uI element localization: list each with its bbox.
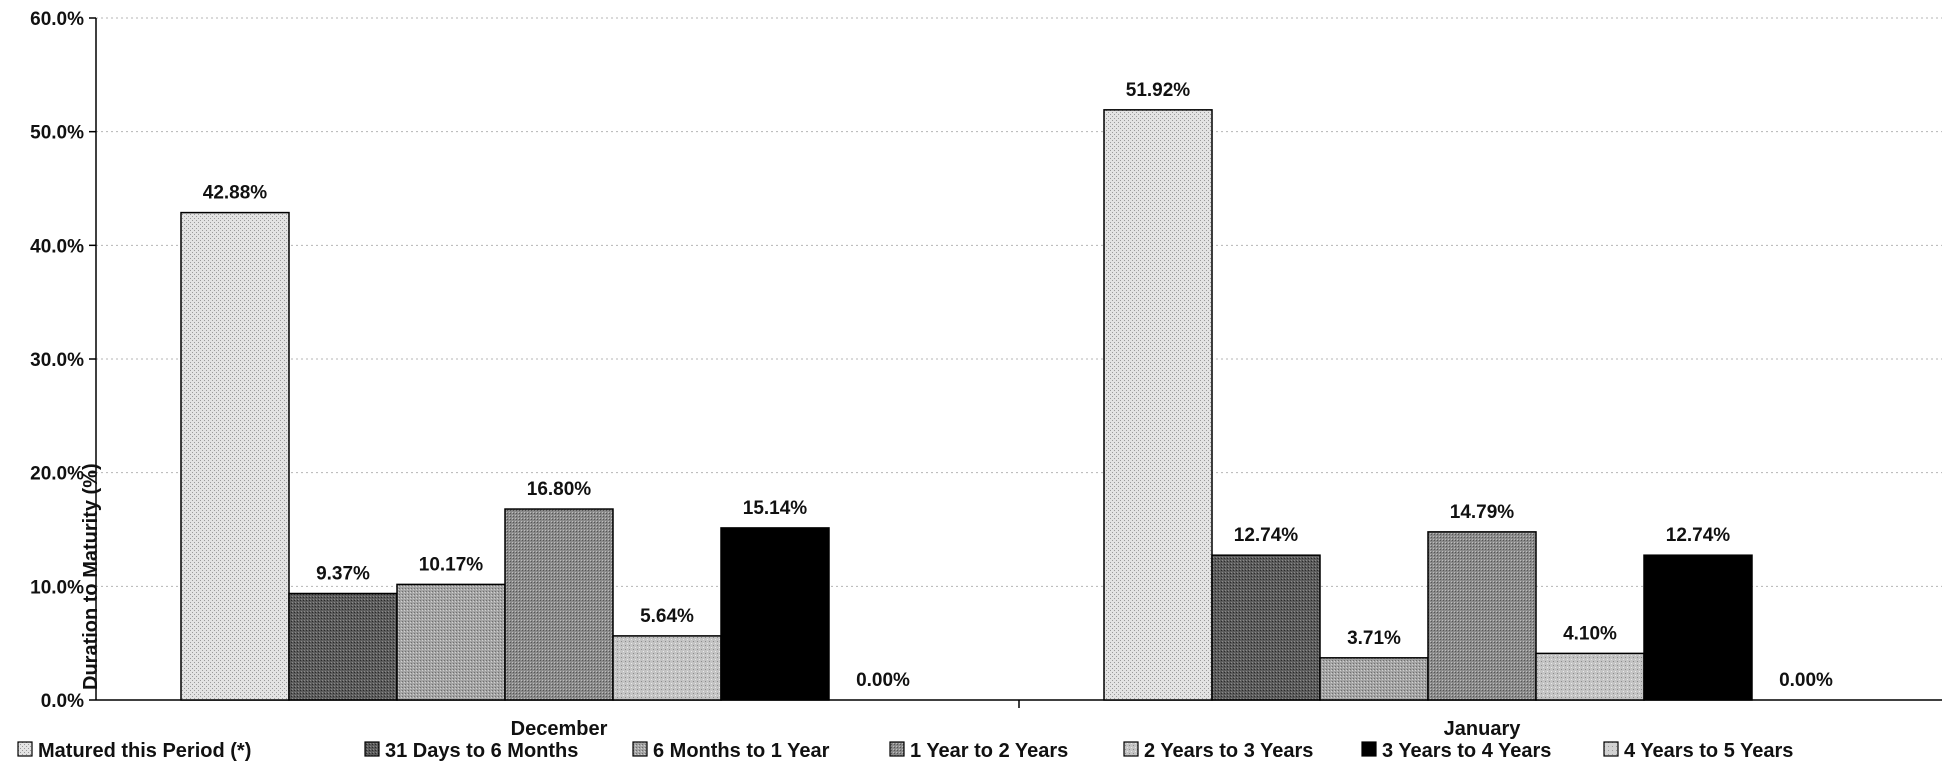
- legend-swatch: [364, 741, 380, 757]
- data-label: 0.00%: [856, 670, 910, 691]
- legend-label: 31 Days to 6 Months: [385, 740, 578, 762]
- bar: [396, 583, 506, 701]
- legend-swatch: [1123, 741, 1139, 757]
- legend-swatch: [632, 741, 648, 757]
- bars: [180, 109, 1753, 701]
- data-labels: 42.88% 9.37% 10.17% 16.80% 5.64% 15.14% 0.00% 5…: [203, 80, 1833, 691]
- legend: Matured this Period (*) 31 Days to 6 Mont…: [17, 740, 1793, 762]
- y-axis-label: Duration to Maturity (%): [80, 463, 102, 690]
- x-category-label: January: [1444, 718, 1522, 740]
- bar: [1103, 109, 1213, 701]
- data-label: 5.64%: [640, 606, 694, 627]
- data-label: 0.00%: [1779, 670, 1833, 691]
- data-label: 15.14%: [743, 498, 808, 519]
- y-tick-label: 60.0%: [30, 9, 84, 30]
- x-category-label: December: [511, 718, 608, 740]
- bar: [288, 592, 398, 701]
- bar: [180, 211, 290, 701]
- data-label: 51.92%: [1126, 80, 1191, 101]
- y-tick-label: 30.0%: [30, 350, 84, 371]
- data-label: 12.74%: [1234, 525, 1299, 546]
- data-label: 9.37%: [316, 563, 370, 584]
- legend-label: 6 Months to 1 Year: [653, 740, 830, 762]
- data-label: 12.74%: [1666, 525, 1731, 546]
- y-tick-label: 50.0%: [30, 123, 84, 144]
- bar: [720, 527, 830, 701]
- legend-swatch: [17, 741, 33, 757]
- legend-label: 3 Years to 4 Years: [1382, 740, 1551, 762]
- y-tick-label: 40.0%: [30, 236, 84, 257]
- data-label: 3.71%: [1347, 628, 1401, 649]
- bar: [1535, 652, 1645, 701]
- legend-swatch: [1603, 741, 1619, 757]
- bar: [1211, 554, 1321, 701]
- legend-swatch: [1361, 741, 1377, 757]
- legend-label: Matured this Period (*): [38, 740, 251, 762]
- data-label: 10.17%: [419, 554, 484, 575]
- legend-label: 4 Years to 5 Years: [1624, 740, 1793, 762]
- axes: 0.0% 10.0% 20.0% 30.0% 40.0% 50.0% 60.0% Decemb…: [30, 9, 1942, 740]
- data-label: 14.79%: [1450, 502, 1515, 523]
- bar: [612, 635, 722, 701]
- bar: [1427, 531, 1537, 701]
- bar: [1319, 657, 1429, 701]
- bar: [504, 508, 614, 701]
- data-label: 4.10%: [1563, 623, 1617, 644]
- legend-label: 2 Years to 3 Years: [1144, 740, 1313, 762]
- bar: [1643, 554, 1753, 701]
- y-tick-label: 10.0%: [30, 577, 84, 598]
- data-label: 16.80%: [527, 479, 592, 500]
- legend-label: 1 Year to 2 Years: [910, 740, 1068, 762]
- y-tick-label: 20.0%: [30, 464, 84, 485]
- data-label: 42.88%: [203, 183, 268, 204]
- legend-swatch: [889, 741, 905, 757]
- gridlines: [96, 17, 1942, 587]
- y-tick-label: 0.0%: [41, 691, 84, 712]
